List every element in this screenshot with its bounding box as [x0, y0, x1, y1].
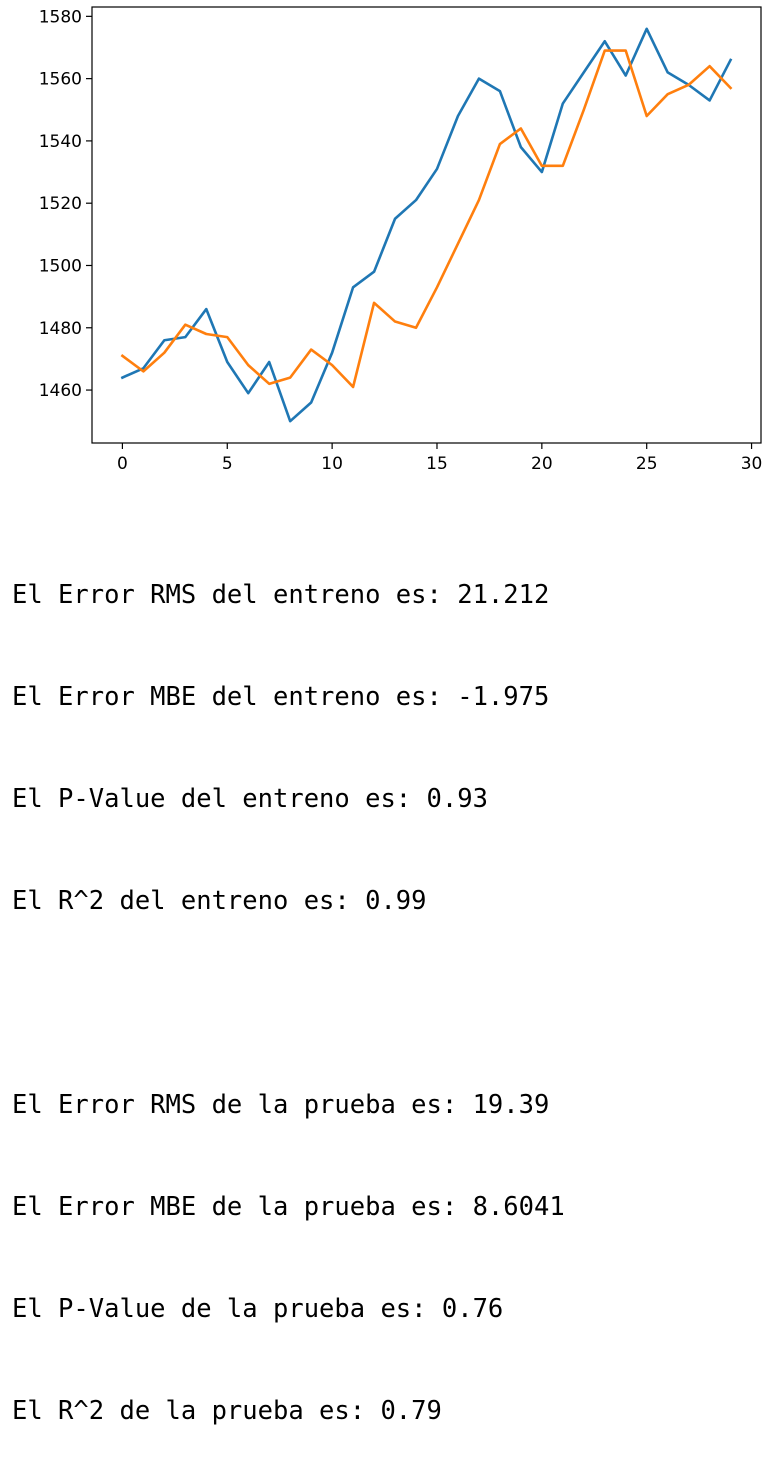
x-tick-label: 0: [117, 454, 128, 474]
y-tick-label: 1480: [39, 319, 82, 339]
x-tick-label: 10: [321, 454, 343, 474]
test-mbe-line: El Error MBE de la prueba es: 8.6041: [12, 1192, 565, 1222]
x-tick-label: 5: [222, 454, 233, 474]
y-tick-label: 1580: [39, 7, 82, 27]
series-2-line: [120, 49, 733, 389]
blank-line: [12, 986, 565, 1020]
line-chart: 0 5 10 15 20 25 30 146014801500152015401560158…: [39, 6, 762, 474]
y-tick-label: 1560: [39, 70, 82, 90]
test-pvalue-line: El P-Value de la prueba es: 0.76: [12, 1294, 504, 1324]
y-tick-label: 1500: [39, 256, 82, 276]
train-r2-line: El R^2 del entreno es: 0.99: [12, 886, 427, 916]
x-tick-label: 15: [426, 454, 448, 474]
plot-area: [120, 27, 733, 423]
y-tick-label: 1540: [39, 132, 82, 152]
test-rms-line: El Error RMS de la prueba es: 19.39: [12, 1090, 550, 1120]
train-rms-line: El Error RMS del entreno es: 21.212: [12, 580, 550, 610]
x-axis: 0 5 10 15 20 25 30: [117, 443, 762, 474]
y-axis: 1460 1480 1500 1520 1540 1560 1580: [39, 7, 92, 401]
train-pvalue-line: El P-Value del entreno es: 0.93: [12, 784, 488, 814]
y-tick-label: 1460: [39, 381, 82, 401]
test-r2-line: El R^2 de la prueba es: 0.79: [12, 1396, 442, 1426]
console-output: El Error RMS del entreno es: 21.212 El E…: [12, 510, 565, 1462]
x-tick-label: 25: [636, 454, 658, 474]
x-tick-label: 20: [531, 454, 553, 474]
x-tick-label: 30: [741, 454, 763, 474]
y-tick-label: 1520: [39, 194, 82, 214]
plot-frame: [91, 6, 762, 444]
series-1-line: [120, 27, 733, 423]
train-mbe-line: El Error MBE del entreno es: -1.975: [12, 682, 550, 712]
